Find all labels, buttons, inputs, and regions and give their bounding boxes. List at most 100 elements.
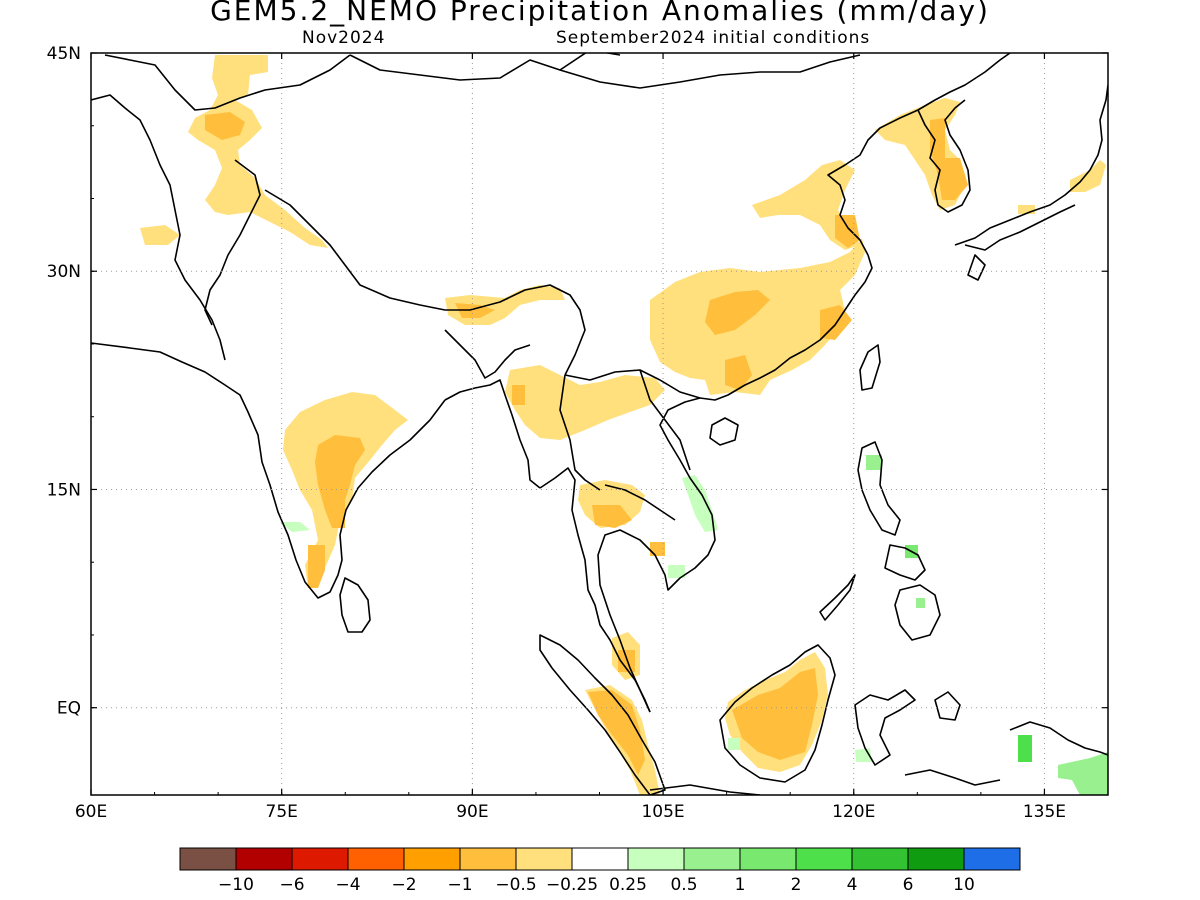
- x-tick-label: 135E: [1023, 802, 1066, 822]
- colorbar-label: −2: [391, 875, 416, 895]
- region-japan-north-dry: [1070, 160, 1106, 192]
- colorbar-swatch: [459, 847, 517, 871]
- colorbar-swatch: [795, 847, 853, 871]
- border-china-north: [349, 54, 861, 89]
- region-south-china-dry: [650, 238, 865, 395]
- x-tick-label: 60E: [75, 802, 107, 822]
- sri-lanka: [339, 577, 371, 633]
- kyushu: [967, 254, 986, 281]
- colorbar-label: −1: [447, 875, 472, 895]
- border-iran-afghanistan: [91, 94, 226, 361]
- region-borneo-west-wet: [728, 738, 740, 750]
- y-tick-label: 15N: [47, 480, 81, 500]
- india-coastline: [91, 342, 446, 599]
- moluccas: [934, 691, 961, 721]
- palawan: [819, 574, 856, 621]
- colorbar-swatch: [907, 847, 965, 871]
- new-guinea: [1009, 721, 1108, 756]
- region-east-china-dry: [752, 160, 860, 250]
- border-thailand-cambodia: [604, 484, 676, 521]
- colorbar-swatch: [571, 847, 629, 871]
- region-guangxi-core: [725, 355, 752, 390]
- y-tick-label: 30N: [47, 262, 81, 282]
- borneo-island: [719, 644, 836, 783]
- x-tick-label: 120E: [832, 802, 875, 822]
- visayas: [884, 544, 926, 581]
- border-pakistan-india: [204, 159, 261, 326]
- border-laos-vietnam: [639, 369, 691, 471]
- colorbar-label: 0.25: [609, 875, 647, 895]
- colorbar-swatch: [179, 847, 237, 871]
- border-india-east: [444, 329, 531, 379]
- colorbar-swatch: [627, 847, 685, 871]
- initial-conditions-label: September2024 initial conditions: [556, 28, 871, 48]
- coastlines: [91, 53, 1108, 795]
- region-malaya-core: [618, 650, 635, 672]
- colorbar-label: 0.5: [670, 875, 697, 895]
- region-vietnam-wet-south: [668, 565, 685, 578]
- x-tick-label: 90E: [456, 802, 488, 822]
- region-myanmar-core: [512, 385, 525, 405]
- border-afghanistan-china: [104, 54, 351, 111]
- region-sumatra-core: [588, 690, 645, 775]
- region-south-india-core: [315, 435, 365, 528]
- y-tick-label: 45N: [47, 44, 81, 64]
- region-india-wet: [280, 522, 310, 532]
- region-luzon-wet: [866, 455, 882, 470]
- colorbar-label: −10: [218, 875, 254, 895]
- colorbar-swatch: [235, 847, 293, 871]
- anomaly-shading: [140, 55, 1108, 795]
- mindanao: [894, 584, 941, 641]
- region-thailand-core: [592, 505, 632, 528]
- japan-islands: [954, 84, 1108, 246]
- colorbar-label: −4: [335, 875, 360, 895]
- gulf-of-thailand: [597, 254, 873, 713]
- colorbar-label: 6: [903, 875, 914, 895]
- region-pakistan-dry: [140, 225, 180, 245]
- colorbar-label: 1: [735, 875, 746, 895]
- colorbar-swatch: [347, 847, 405, 871]
- border-china-india: [264, 189, 586, 376]
- region-myanmar-dry: [505, 365, 665, 440]
- sulawesi-island: [854, 689, 916, 766]
- region-moluccas-wet: [1018, 735, 1032, 762]
- bangladesh-coastline: [444, 379, 541, 489]
- region-borneo-core: [732, 668, 818, 760]
- colorbar-label: −0.25: [546, 875, 598, 895]
- java-island: [649, 784, 761, 795]
- region-south-china-core: [705, 290, 770, 335]
- indochina-coastline: [539, 467, 651, 713]
- y-tick-label: EQ: [57, 699, 81, 719]
- colorbar-label: −0.5: [495, 875, 536, 895]
- region-south-india-tip: [308, 545, 325, 588]
- colorbar-swatch: [851, 847, 909, 871]
- x-tick-label: 105E: [641, 802, 684, 822]
- luzon: [857, 441, 901, 536]
- region-northwest-dry: [188, 55, 328, 248]
- colorbar: −10 −6 −4 −2 −1 −0.5 −0.25 0.25 0.5 1 2 4 6 10: [179, 847, 1021, 895]
- forecast-month: Nov2024: [302, 28, 386, 48]
- x-axis: 60E 75E 90E 105E 120E 135E: [75, 53, 1109, 822]
- korea-peninsula: [917, 99, 971, 213]
- colorbar-swatch: [683, 847, 741, 871]
- region-korea-core: [930, 118, 968, 200]
- region-new-guinea-wet: [1058, 752, 1108, 795]
- china-east-coast: [827, 53, 1011, 256]
- colorbar-label: 2: [791, 875, 802, 895]
- colorbar-swatch: [739, 847, 797, 871]
- x-tick-label: 75E: [266, 802, 298, 822]
- sumatra-island: [539, 634, 666, 795]
- region-cambodia-core: [650, 542, 665, 556]
- region-philippines-wet-south: [916, 598, 925, 608]
- colorbar-swatch: [963, 847, 1021, 871]
- colorbar-label: 10: [953, 875, 975, 895]
- timor-islands: [904, 769, 1001, 786]
- colorbar-label: 4: [847, 875, 858, 895]
- japan-south: [964, 204, 1076, 251]
- border-myanmar-thailand: [559, 374, 601, 491]
- map-title: GEM5.2_NEMO Precipitation Anomalies (mm/…: [210, 0, 990, 27]
- colorbar-swatch: [291, 847, 349, 871]
- colorbar-swatch: [403, 847, 461, 871]
- hainan-island: [709, 417, 739, 446]
